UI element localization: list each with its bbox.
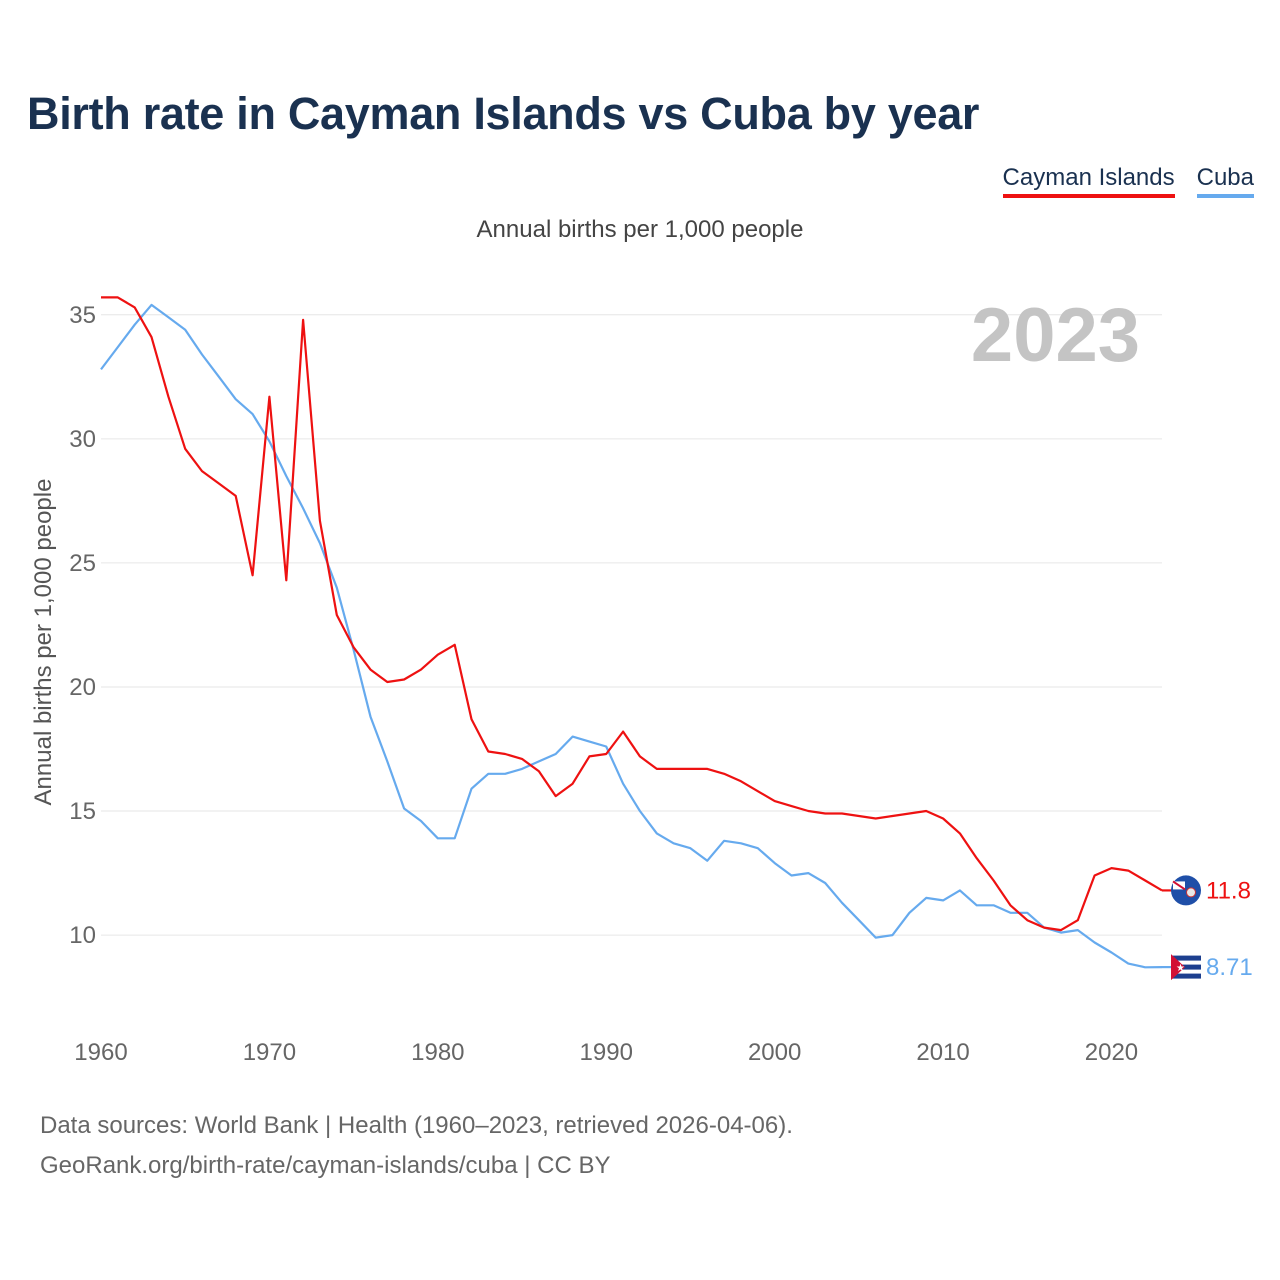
line-chart: 10 15 20 25 30 35 1960 1970 1980 1990 2000 2010 202… [30, 293, 1253, 1066]
y-tick-label: 35 [69, 302, 96, 329]
footer-url[interactable]: GeoRank.org/birth-rate/cayman-islands/cu… [40, 1152, 611, 1179]
series-line-cuba[interactable] [100, 303, 1163, 969]
x-tick-label: 1990 [580, 1039, 633, 1066]
end-value-cuba: 8.71 [1206, 954, 1253, 981]
flag-cuba-icon: ★ [1171, 952, 1201, 983]
svg-text:★: ★ [1176, 963, 1185, 974]
legend: Cayman Islands Cuba [1002, 164, 1254, 198]
chart-subtitle: Annual births per 1,000 people [476, 216, 804, 243]
footer-sources: Data sources: World Bank | Health (1960–… [40, 1112, 793, 1139]
x-tick-label: 2020 [1085, 1039, 1138, 1066]
x-axis-ticks: 1960 1970 1980 1990 2000 2010 2020 [74, 1039, 1138, 1066]
y-tick-label: 25 [69, 550, 96, 577]
y-tick-label: 15 [69, 798, 96, 825]
y-axis-label: Annual births per 1,000 people [30, 479, 57, 806]
series-lines [100, 296, 1163, 969]
flag-cayman-islands-icon [1171, 875, 1201, 906]
year-watermark: 2023 [971, 293, 1140, 378]
legend-item-cayman-islands[interactable]: Cayman Islands [1002, 164, 1175, 198]
chart-title: Birth rate in Cayman Islands vs Cuba by … [27, 88, 980, 139]
x-tick-label: 1970 [243, 1039, 296, 1066]
series-line-cayman-islands[interactable] [101, 296, 1163, 932]
footer: Data sources: World Bank | Health (1960–… [40, 1106, 793, 1186]
grid-lines [101, 314, 1162, 936]
y-tick-label: 30 [69, 426, 96, 453]
x-tick-label: 1980 [411, 1039, 464, 1066]
x-tick-label: 2010 [916, 1039, 969, 1066]
x-tick-label: 1960 [74, 1039, 127, 1066]
y-tick-label: 20 [69, 674, 96, 701]
end-value-cayman-islands: 11.8 [1206, 877, 1251, 904]
y-axis-ticks: 10 15 20 25 30 35 [69, 302, 96, 949]
x-tick-label: 2000 [748, 1039, 801, 1066]
y-tick-label: 10 [69, 922, 96, 949]
legend-item-cuba[interactable]: Cuba [1196, 164, 1254, 198]
series-end-labels: 11.8 ★ 8.71 [1162, 875, 1253, 983]
